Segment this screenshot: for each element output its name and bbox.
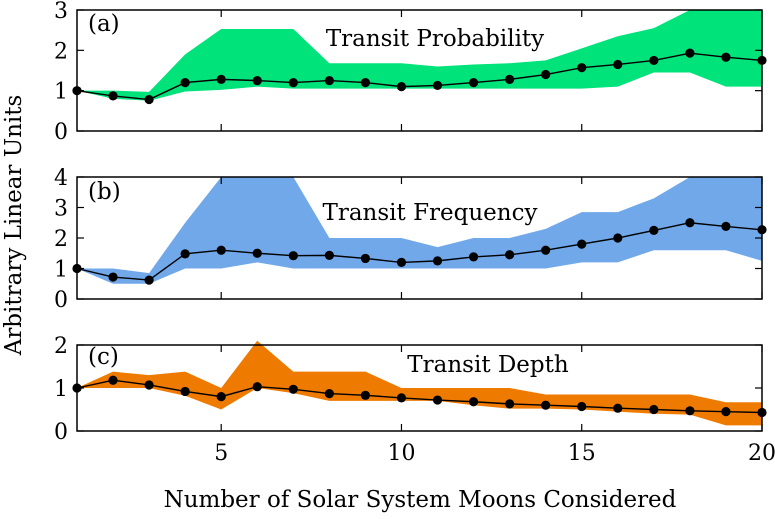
panel-tag: (b)	[88, 179, 121, 205]
data-point	[577, 239, 587, 249]
data-point	[108, 375, 118, 385]
data-point	[432, 256, 443, 266]
y-tick-label: 0	[54, 288, 68, 313]
data-point	[324, 75, 334, 86]
uncertainty-band	[77, 340, 762, 426]
series-line	[76, 222, 763, 281]
data-point	[505, 74, 515, 84]
data-point	[577, 63, 587, 73]
data-point	[288, 251, 298, 261]
y-tick-label: 2	[54, 227, 68, 252]
data-point	[721, 407, 731, 417]
panel-2: 0 1 2 3 4 (b) Transit Frequency	[54, 166, 767, 313]
data-point	[324, 388, 334, 399]
data-point	[685, 406, 695, 416]
data-point	[252, 382, 262, 392]
y-tick-label: 0	[54, 420, 68, 445]
data-point	[144, 275, 154, 285]
y-tick-label: 3	[54, 0, 68, 24]
data-point	[396, 257, 407, 267]
x-tick-label: 5	[214, 441, 228, 466]
data-point	[541, 69, 551, 80]
data-point	[180, 78, 190, 88]
panel-tag: (c)	[88, 344, 119, 370]
data-point	[144, 380, 154, 390]
data-point	[577, 401, 587, 412]
panel-title: Transit Depth	[407, 352, 569, 378]
y-axis-label: Arbitrary Linear Units	[1, 95, 27, 357]
panel-tag: (a)	[88, 11, 120, 37]
data-point	[721, 221, 731, 232]
data-point	[541, 400, 551, 410]
data-point	[685, 48, 695, 58]
y-tick-label: 3	[54, 197, 68, 222]
data-point	[505, 250, 515, 260]
y-tick-label: 2	[54, 334, 68, 359]
data-point	[108, 272, 118, 282]
x-tick-label: 20	[748, 441, 775, 466]
data-point	[396, 82, 407, 92]
y-tick-label: 2	[54, 39, 68, 64]
panel-1: 0 1 2 3 (a) Transit Probability	[54, 0, 767, 145]
data-point	[180, 386, 190, 397]
data-point	[288, 384, 298, 394]
uncertainty-band	[77, 10, 762, 101]
data-point	[432, 395, 443, 405]
data-point	[216, 392, 226, 402]
data-point	[360, 78, 371, 88]
data-point	[721, 52, 731, 62]
data-point	[649, 55, 659, 66]
uncertainty-band	[77, 177, 762, 284]
data-point	[685, 218, 695, 228]
data-point	[252, 248, 262, 258]
data-point	[288, 78, 298, 88]
data-point	[360, 390, 371, 400]
data-point	[324, 250, 334, 260]
data-point	[649, 404, 659, 415]
data-point	[144, 94, 154, 105]
data-point	[468, 252, 479, 262]
data-point	[432, 80, 443, 91]
data-point	[216, 74, 226, 84]
y-tick-label: 1	[54, 258, 68, 283]
x-axis-label: Number of Solar System Moons Considered	[164, 487, 677, 513]
y-tick-label: 1	[54, 377, 68, 402]
data-point	[468, 397, 479, 407]
x-tick-label: 10	[387, 441, 415, 466]
data-point	[613, 403, 623, 413]
data-point	[216, 245, 226, 255]
data-point	[541, 245, 551, 255]
plot-frame	[76, 9, 763, 132]
data-point	[613, 59, 623, 70]
data-point	[180, 249, 190, 259]
data-point	[108, 91, 118, 101]
data-point	[505, 399, 515, 409]
data-point	[649, 225, 659, 235]
panel-3: 0 1 2 (c) Transit Depth	[54, 334, 767, 445]
y-tick-label: 1	[54, 80, 68, 105]
series-line	[76, 52, 763, 101]
data-point	[613, 233, 623, 243]
y-tick-label: 0	[54, 120, 68, 145]
data-point	[252, 75, 262, 86]
data-point	[396, 393, 407, 403]
panel-title: Transit Frequency	[323, 200, 538, 226]
panel-title: Transit Probability	[326, 26, 544, 52]
series-line	[76, 379, 763, 414]
data-point	[468, 78, 479, 88]
x-tick-label: 15	[568, 441, 596, 466]
y-tick-label: 4	[54, 166, 68, 191]
data-point	[360, 253, 371, 264]
